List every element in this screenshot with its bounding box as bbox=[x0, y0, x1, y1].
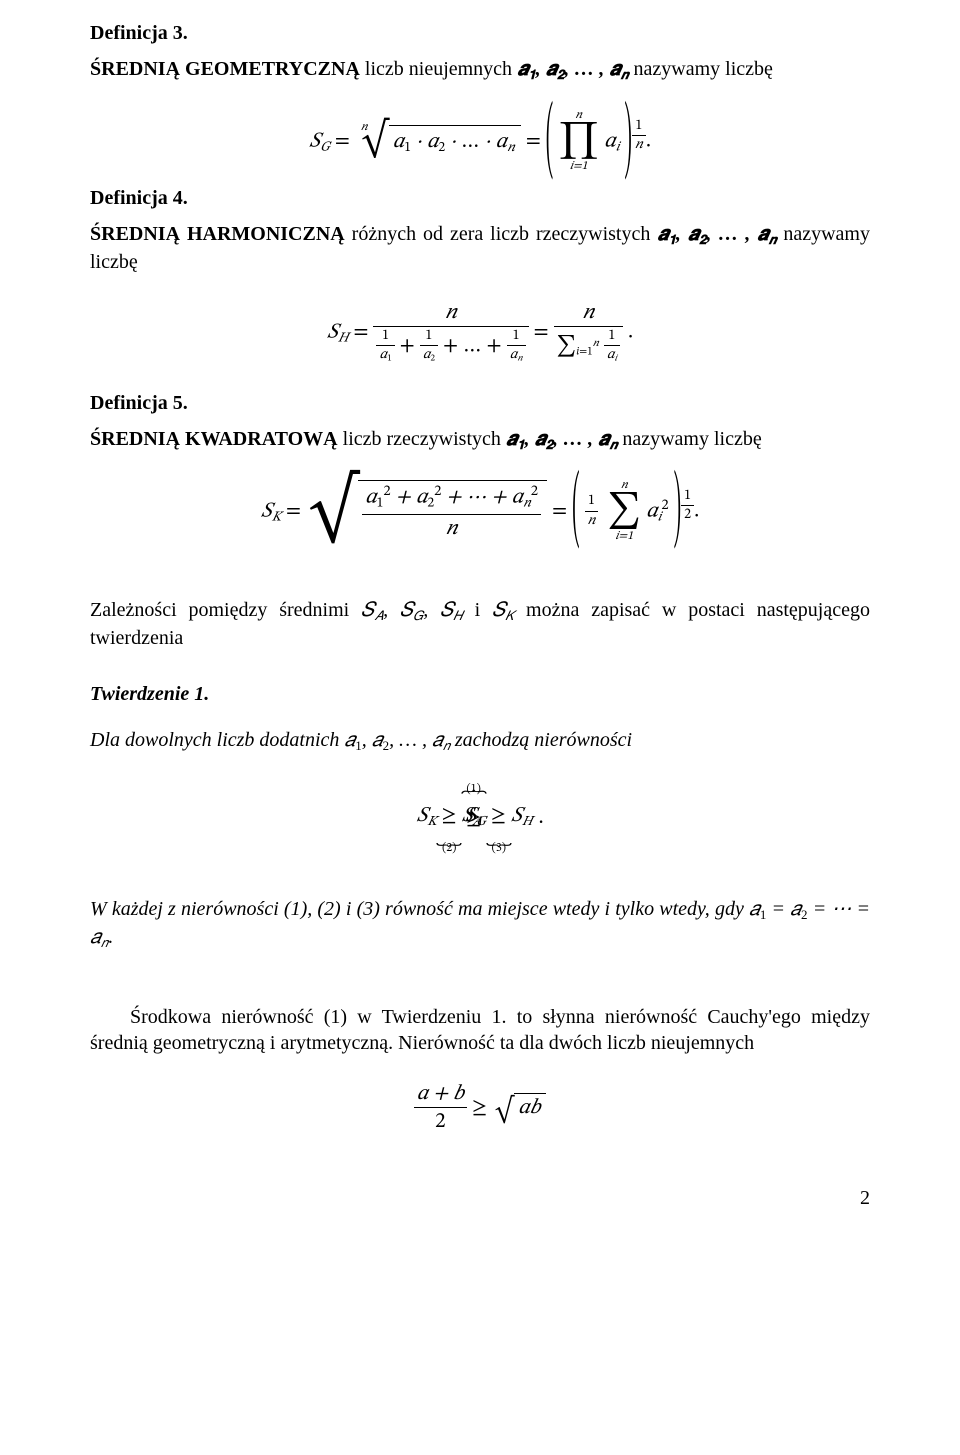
thm1-title: Twierdzenie 1. bbox=[90, 681, 870, 707]
def3-term: ŚREDNIĄ GEOMETRYCZNĄ bbox=[90, 58, 360, 80]
formula-harm-mean: 𝑆𝐻 = 𝑛 1𝑎1 + 1𝑎2 + … + 1𝑎𝑛 = 𝑛 ∑𝑖=1𝑛 1𝑎𝑖… bbox=[90, 299, 870, 366]
eq-t: W każdej z nierówności (1), (2) i (3) ró… bbox=[90, 898, 749, 920]
def5-t3: nazywamy liczbę bbox=[617, 428, 761, 450]
final-para: Środkowa nierówność (1) w Twierdzeniu 1.… bbox=[90, 1004, 870, 1056]
def5-seq: 𝒂𝟏, 𝒂𝟐, … , 𝒂𝒏 bbox=[506, 428, 617, 450]
rel-t1: Zależności pomiędzy średnimi bbox=[90, 599, 361, 621]
def5-body: ŚREDNIĄ KWADRATOWĄ liczb rzeczywistych 𝒂… bbox=[90, 426, 870, 454]
def3-t3: nazywamy liczbę bbox=[629, 58, 773, 80]
def5-term: ŚREDNIĄ KWADRATOWĄ bbox=[90, 428, 338, 450]
formula-inequalities: . ⏞ 𝑆𝐾 ≥ 𝑆𝐴 ⏟ (2) (1) ⏞ ≥ ⏟ . . ⏞ 𝑆𝐺 ≥ 𝑆… bbox=[90, 778, 870, 856]
def3-t2: liczb nieujemnych bbox=[360, 58, 517, 80]
rel-syms: 𝑆𝐴, 𝑆𝐺, 𝑆𝐻 i 𝑆𝐾 bbox=[361, 599, 514, 621]
def5-title: Definicja 5. bbox=[90, 390, 870, 416]
def4-body: ŚREDNIĄ HARMONICZNĄ różnych od zera licz… bbox=[90, 221, 870, 275]
def5-t2: liczb rzeczywistych bbox=[338, 428, 506, 450]
page-number: 2 bbox=[90, 1185, 870, 1211]
def4-t2: różnych od zera liczb rzeczywistych bbox=[345, 223, 658, 245]
def4-seq: 𝒂𝟏, 𝒂𝟐, … , 𝒂𝒏 bbox=[657, 223, 776, 245]
formula-geom-mean: 𝑆𝐺 = 𝑛 √ 𝑎1 · 𝑎2 · … · 𝑎𝑛 = ( 𝑛 ∏ 𝑖=1 𝑎𝑖… bbox=[90, 108, 870, 175]
thm1-body: Dla dowolnych liczb dodatnich 𝑎1, 𝑎2, … … bbox=[90, 727, 870, 755]
thm1-seq: 𝑎1, 𝑎2, … , 𝑎𝑛 bbox=[344, 729, 449, 751]
thm1-t1: Dla dowolnych liczb dodatnich bbox=[90, 729, 344, 751]
thm1-t2: zachodzą nierówności bbox=[450, 729, 632, 751]
equality-cond: W każdej z nierówności (1), (2) i (3) ró… bbox=[90, 896, 870, 952]
def3-body: ŚREDNIĄ GEOMETRYCZNĄ liczb nieujemnych 𝒂… bbox=[90, 56, 870, 84]
formula-quad-mean: 𝑆𝐾 = √ 𝑎12 + 𝑎22 + ⋯ + 𝑎𝑛2 𝑛 = ( 1𝑛 𝑛 ∑ … bbox=[90, 478, 870, 545]
def3-seq: 𝒂𝟏, 𝒂𝟐, … , 𝒂𝒏 bbox=[517, 58, 628, 80]
formula-amgm2: 𝑎 + 𝑏 2 ≥ √ 𝑎𝑏 bbox=[90, 1080, 870, 1136]
def4-title: Definicja 4. bbox=[90, 185, 870, 211]
relations-body: Zależności pomiędzy średnimi 𝑆𝐴, 𝑆𝐺, 𝑆𝐻 … bbox=[90, 597, 870, 651]
def3-title: Definicja 3. bbox=[90, 20, 870, 46]
def4-term: ŚREDNIĄ HARMONICZNĄ bbox=[90, 223, 345, 245]
